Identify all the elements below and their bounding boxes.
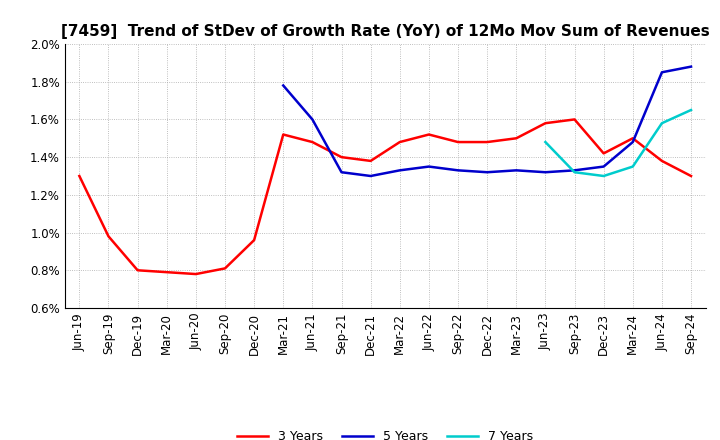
- 3 Years: [454, 139, 462, 145]
- 3 Years: [629, 136, 637, 141]
- 3 Years: [250, 238, 258, 243]
- 3 Years: [104, 234, 113, 239]
- 5 Years: [512, 168, 521, 173]
- 5 Years: [483, 169, 492, 175]
- 5 Years: [570, 168, 579, 173]
- 3 Years: [279, 132, 287, 137]
- 3 Years: [395, 139, 404, 145]
- 5 Years: [308, 117, 317, 122]
- 5 Years: [337, 169, 346, 175]
- 3 Years: [657, 158, 666, 164]
- Line: 5 Years: 5 Years: [283, 66, 691, 176]
- 7 Years: [657, 121, 666, 126]
- 3 Years: [192, 271, 200, 277]
- 3 Years: [512, 136, 521, 141]
- Line: 3 Years: 3 Years: [79, 119, 691, 274]
- 3 Years: [687, 173, 696, 179]
- 3 Years: [483, 139, 492, 145]
- Legend: 3 Years, 5 Years, 7 Years: 3 Years, 5 Years, 7 Years: [232, 425, 539, 440]
- 3 Years: [337, 154, 346, 160]
- 3 Years: [75, 173, 84, 179]
- 5 Years: [279, 83, 287, 88]
- 3 Years: [133, 268, 142, 273]
- 7 Years: [541, 139, 550, 145]
- 7 Years: [629, 164, 637, 169]
- 7 Years: [599, 173, 608, 179]
- 5 Years: [599, 164, 608, 169]
- 3 Years: [220, 266, 229, 271]
- 3 Years: [541, 121, 550, 126]
- Title: [7459]  Trend of StDev of Growth Rate (YoY) of 12Mo Mov Sum of Revenues: [7459] Trend of StDev of Growth Rate (Yo…: [60, 24, 710, 39]
- 3 Years: [599, 151, 608, 156]
- Line: 7 Years: 7 Years: [546, 110, 691, 176]
- 5 Years: [629, 139, 637, 145]
- 7 Years: [687, 107, 696, 113]
- 5 Years: [366, 173, 375, 179]
- 3 Years: [163, 270, 171, 275]
- 5 Years: [425, 164, 433, 169]
- 3 Years: [308, 139, 317, 145]
- 5 Years: [687, 64, 696, 69]
- 3 Years: [425, 132, 433, 137]
- 3 Years: [570, 117, 579, 122]
- 5 Years: [454, 168, 462, 173]
- 5 Years: [657, 70, 666, 75]
- 7 Years: [570, 169, 579, 175]
- 5 Years: [395, 168, 404, 173]
- 3 Years: [366, 158, 375, 164]
- 5 Years: [541, 169, 550, 175]
